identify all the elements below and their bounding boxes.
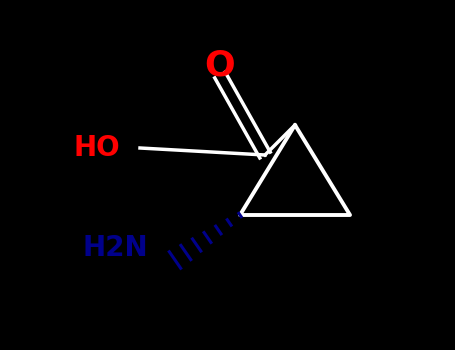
Text: H2N: H2N xyxy=(82,234,148,262)
Text: O: O xyxy=(205,48,235,82)
Text: HO: HO xyxy=(73,134,120,162)
